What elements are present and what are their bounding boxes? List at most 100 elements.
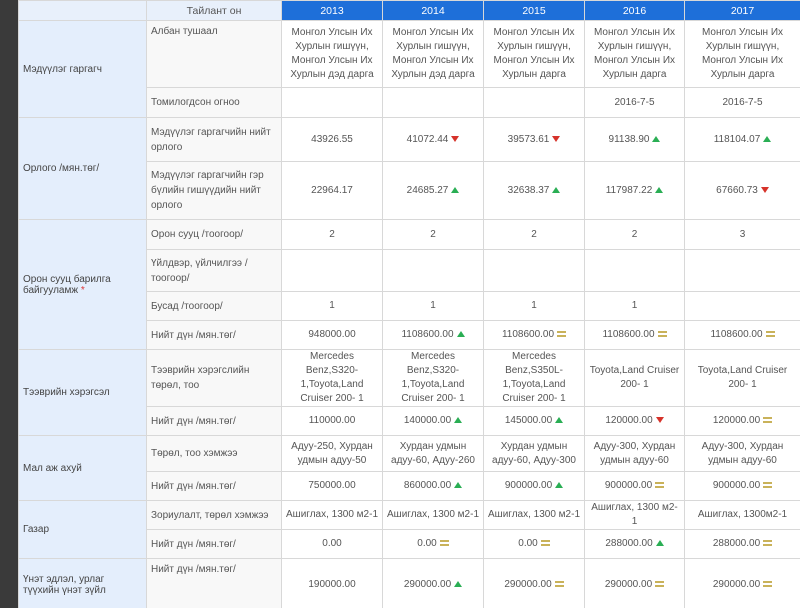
other-cell: 1: [281, 291, 383, 321]
livestock-sum-cell: 900000.00: [584, 471, 685, 501]
table-row: Үйлдвэр, үйлчилгээ / тоогоор/: [19, 249, 800, 292]
row-label-land-type: Зориулалт, төрөл хэмжээ: [146, 500, 282, 530]
housing-sum-cell: 1108600.00: [584, 320, 685, 350]
livestock-type-cell: Хурдан удмын адуу-60, Адуу-260: [382, 435, 484, 472]
livestock-sum-cell: 900000.00: [483, 471, 585, 501]
row-label-service: Үйлдвэр, үйлчилгээ / тоогоор/: [146, 249, 282, 292]
vehicle-type-cell: Mercedes Benz,S350L-1,Toyota,Land Cruise…: [483, 349, 585, 407]
income-family-cell: 117987.22: [584, 161, 685, 220]
housing-sum-cell: 1108600.00: [483, 320, 585, 350]
livestock-sum-cell: 900000.00: [684, 471, 800, 501]
value: 750000.00: [308, 480, 356, 491]
category-livestock: Мал аж ахуй: [18, 435, 147, 501]
valuables-sum-cell: 290000.00: [382, 558, 484, 608]
value: 290000.00: [403, 578, 452, 590]
income-total-cell: 41072.44: [382, 117, 484, 162]
trend-equal-icon: [763, 540, 773, 547]
value: 900000.00: [712, 480, 761, 491]
service-cell: [281, 249, 383, 292]
valuables-sum-cell: 290000.00: [584, 558, 685, 608]
header-row: Тайлант он 2013 2014 2015 2016 2017: [18, 0, 800, 21]
valuables-sum-cell: 290000.00: [684, 558, 800, 608]
trend-up-icon: [555, 417, 564, 424]
other-cell: 1: [382, 291, 484, 321]
value: 117987.22: [605, 184, 653, 196]
vehicle-sum-cell: 120000.00: [584, 406, 685, 436]
trend-up-icon: [454, 482, 463, 489]
trend-equal-icon: [763, 580, 773, 587]
livestock-type-cell: Хурдан удмын адуу-60, Адуу-300: [483, 435, 585, 472]
trend-down-icon: [760, 186, 769, 193]
row-label-valuables-sum: Нийт дүн /мян.төг/: [146, 558, 282, 608]
apartment-cell: 3: [684, 219, 800, 250]
row-label-income-family: Мэдүүлэг гаргагчийн гэр бүлийн гишүүдийн…: [146, 161, 282, 220]
table-row: Үнэт эдлэл, урлаг түүхийн үнэт зүйл Нийт…: [18, 558, 800, 608]
land-sum-cell: 288000.00: [684, 529, 800, 559]
table-row: Нийт дүн /мян.төг/ 948000.00 1108600.00 …: [19, 320, 800, 350]
value: 900000.00: [604, 480, 653, 491]
other-cell: [684, 291, 800, 321]
trend-equal-icon: [765, 331, 775, 338]
income-total-cell: 118104.07: [684, 117, 800, 162]
value: 290000.00: [504, 578, 552, 590]
row-label-vehicle-type: Тээврийн хэрэгслийн төрөл, тоо: [146, 349, 282, 407]
year-header[interactable]: 2017: [684, 0, 800, 21]
table-row: Бусад /тоогоор/ 1 1 1 1: [19, 291, 800, 321]
row-label-livestock-type: Төрөл, тоо хэмжээ: [146, 435, 282, 472]
trend-equal-icon: [763, 417, 773, 424]
apartment-cell: 2: [382, 219, 484, 250]
service-cell: [584, 249, 685, 292]
table-row: Нийт дүн /мян.төг/ 110000.00 140000.00 1…: [19, 406, 800, 436]
value: 190000.00: [308, 578, 356, 590]
trend-down-icon: [451, 135, 460, 142]
trend-equal-icon: [655, 580, 665, 587]
value: 1108600.00: [710, 329, 763, 340]
table-row: Газар Зориулалт, төрөл хэмжээ Ашиглах, 1…: [18, 500, 800, 559]
table-row: Орон сууц барилга байгууламж * Орон сууц…: [18, 219, 800, 350]
trend-up-icon: [451, 186, 460, 193]
table-row: Мэдүүлэг гаргагчийн гэр бүлийн гишүүдийн…: [19, 161, 800, 220]
trend-equal-icon: [657, 331, 667, 338]
category-vehicles: Тээврийн хэрэгсэл: [18, 349, 147, 436]
year-header[interactable]: 2015: [483, 0, 585, 21]
income-family-cell: 24685.27: [382, 161, 484, 220]
year-header[interactable]: 2016: [584, 0, 685, 21]
year-header[interactable]: 2013: [281, 0, 383, 21]
value: 91138.90: [608, 133, 650, 145]
appointed-cell: 2016-7-5: [584, 87, 685, 118]
value: 22964.17: [311, 184, 353, 196]
value: 43926.55: [311, 133, 353, 145]
vehicle-sum-cell: 145000.00: [483, 406, 585, 436]
trend-up-icon: [652, 135, 661, 142]
trend-equal-icon: [763, 482, 773, 489]
housing-sum-cell: 1108600.00: [382, 320, 484, 350]
trend-equal-icon: [655, 482, 665, 489]
value: 0.00: [417, 538, 437, 549]
livestock-type-cell: Адуу-250, Хурдан удмын адуу-50: [281, 435, 383, 472]
value: 288000.00: [712, 538, 761, 549]
trend-up-icon: [655, 540, 664, 547]
value: 118104.07: [713, 133, 761, 145]
valuables-sum-cell: 290000.00: [483, 558, 585, 608]
row-label-livestock-sum: Нийт дүн /мян.төг/: [146, 471, 282, 501]
vehicle-sum-cell: 120000.00: [684, 406, 800, 436]
value: 0.00: [322, 538, 342, 549]
vehicle-sum-cell: 110000.00: [281, 406, 383, 436]
trend-up-icon: [655, 186, 664, 193]
income-family-cell: 67660.73: [684, 161, 800, 220]
table-row: Тээврийн хэрэгсэл Тээврийн хэрэгслийн тө…: [18, 349, 800, 436]
category-declarant: Мэдүүлэг гаргагч: [18, 20, 147, 118]
trend-up-icon: [456, 331, 465, 338]
service-cell: [684, 249, 800, 292]
trend-up-icon: [454, 580, 463, 587]
trend-up-icon: [552, 186, 561, 193]
value: 1108600.00: [501, 329, 555, 340]
land-sum-cell: 288000.00: [584, 529, 685, 559]
income-family-cell: 32638.37: [483, 161, 585, 220]
position-cell: Монгол Улсын Их Хурлын гишүүн, Монгол Ул…: [483, 20, 585, 88]
land-sum-cell: 0.00: [382, 529, 484, 559]
income-total-cell: 39573.61: [483, 117, 585, 162]
vehicle-type-cell: Mercedes Benz,S320-1,Toyota,Land Cruiser…: [281, 349, 383, 407]
value: 0.00: [518, 538, 538, 549]
year-header[interactable]: 2014: [382, 0, 484, 21]
